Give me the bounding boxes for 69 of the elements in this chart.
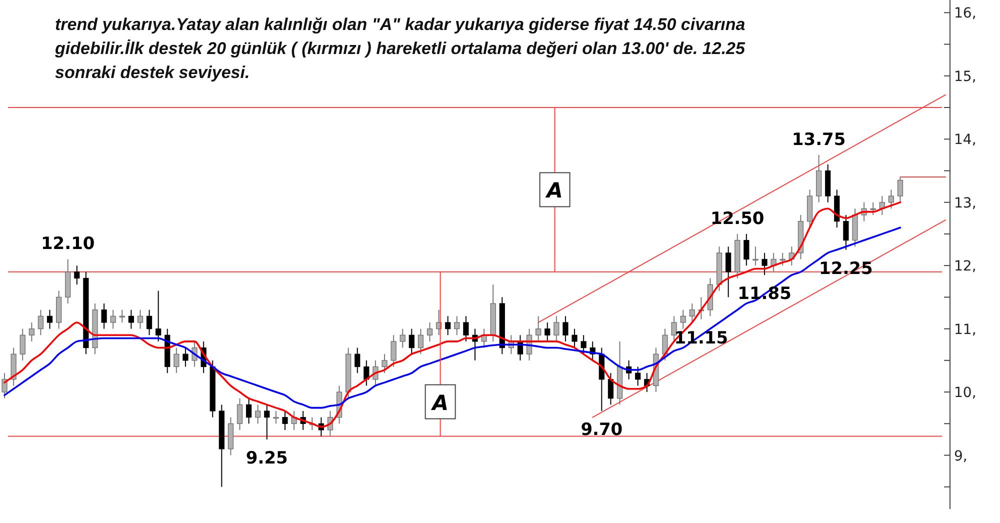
candlestick — [562, 316, 568, 342]
candlestick — [544, 322, 550, 342]
text: trend yukarıya.Yatay alan kalınlığı olan "A" kadar yukarıya giderse fiyat 14.50 civarına gidebilir.İlk destek 20 günlük ( (kırmızı ) hareketli ortalama değeri olan 13.00' de. 12.25 sonraki destek seviyesi. — [54, 15, 746, 82]
candlestick — [101, 303, 107, 330]
candlestick — [119, 309, 125, 323]
candlestick — [418, 328, 424, 355]
candlestick — [38, 309, 44, 336]
candlestick — [580, 334, 586, 355]
y-tick-label: 10, — [954, 385, 976, 402]
candlestick — [426, 322, 433, 342]
candlestick — [400, 328, 406, 348]
candlestick — [671, 316, 677, 342]
candlestick — [608, 372, 614, 406]
annotation: 12.10 — [40, 234, 95, 254]
candlestick — [897, 176, 904, 203]
candlestick — [726, 246, 732, 298]
candlestick — [635, 366, 641, 386]
candlestick — [463, 316, 469, 342]
y-tick-label: 14, — [954, 132, 976, 148]
candlestick — [156, 290, 162, 342]
y-tick-label: 11, — [954, 322, 976, 338]
y-tick-label: 16, — [954, 6, 976, 22]
candlestick — [662, 328, 668, 361]
candlestick — [282, 410, 288, 430]
candlestick — [28, 322, 34, 342]
candlestick — [390, 334, 396, 368]
candlestick — [554, 316, 560, 342]
candlestick — [174, 347, 180, 374]
candlestick — [843, 214, 849, 250]
candlestick — [572, 328, 578, 348]
candlestick — [536, 316, 542, 342]
candlestick — [888, 189, 894, 210]
candlestick — [680, 309, 686, 330]
y-tick-label: 13, — [954, 195, 976, 212]
candlestick — [870, 202, 876, 216]
y-tick-label: 15, — [954, 68, 976, 85]
candlestick — [146, 309, 152, 336]
candlestick — [780, 252, 786, 266]
y-tick-label: 12, — [954, 258, 976, 275]
candlestick — [236, 398, 243, 430]
candlestick — [110, 309, 116, 330]
candlestick — [445, 316, 451, 336]
candlestick — [182, 347, 188, 368]
candlestick — [128, 309, 134, 330]
candlestick — [255, 404, 261, 424]
candlestick — [454, 316, 460, 336]
candlestick — [762, 252, 768, 276]
candlestick — [246, 398, 252, 424]
annotation: 13.75 — [792, 130, 846, 150]
candlestick — [354, 347, 360, 374]
candlestick — [291, 410, 297, 430]
annotation: 9.70 — [580, 420, 623, 440]
annotation: A — [430, 390, 448, 415]
candlestick — [20, 328, 26, 361]
candlestick — [382, 354, 388, 374]
candlestick — [744, 233, 750, 266]
annotation: A — [544, 178, 563, 203]
candlestick — [408, 328, 414, 355]
candlestick — [364, 360, 370, 386]
candlestick — [46, 309, 53, 330]
candlestick — [264, 404, 270, 440]
line-series — [4, 226, 902, 409]
candlestick — [74, 265, 80, 286]
y-tick-label: 9, — [954, 448, 968, 464]
candlestick — [752, 246, 758, 266]
annotation: 9.25 — [246, 448, 288, 468]
candlestick — [273, 410, 279, 424]
candlestick — [689, 303, 695, 323]
candlestick — [137, 309, 144, 330]
